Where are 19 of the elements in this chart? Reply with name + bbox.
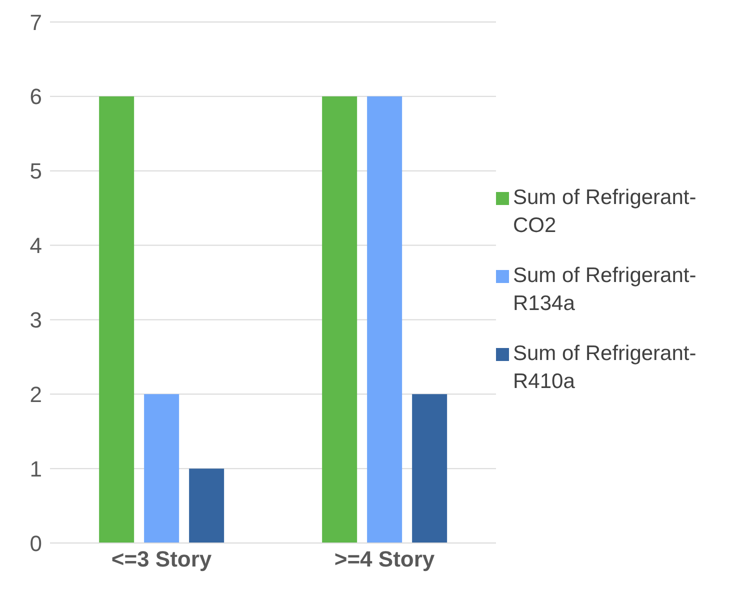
bar — [144, 394, 180, 543]
y-tick-label: 1 — [30, 456, 42, 482]
bar — [189, 468, 224, 543]
bar — [99, 96, 134, 543]
bar — [367, 96, 402, 543]
legend-label: Sum of Refrigerant-R134a — [513, 262, 698, 316]
x-tick-label: >=4 Story — [334, 546, 436, 572]
y-tick-label: 4 — [30, 233, 42, 258]
y-tick-label: 6 — [30, 84, 42, 110]
y-tick-label: 5 — [30, 158, 42, 184]
y-tick-label: 2 — [30, 382, 42, 407]
y-tick-label: 7 — [30, 10, 42, 35]
legend-label: Sum of Refrigerant-R410a — [513, 340, 698, 394]
bar — [322, 96, 358, 543]
x-tick-label: <=3 Story — [111, 546, 212, 572]
legend-label: Sum of Refrigerant-CO2 — [513, 184, 698, 238]
y-tick-label: 0 — [30, 530, 42, 556]
y-tick-label: 3 — [30, 308, 42, 333]
bar — [412, 394, 448, 543]
